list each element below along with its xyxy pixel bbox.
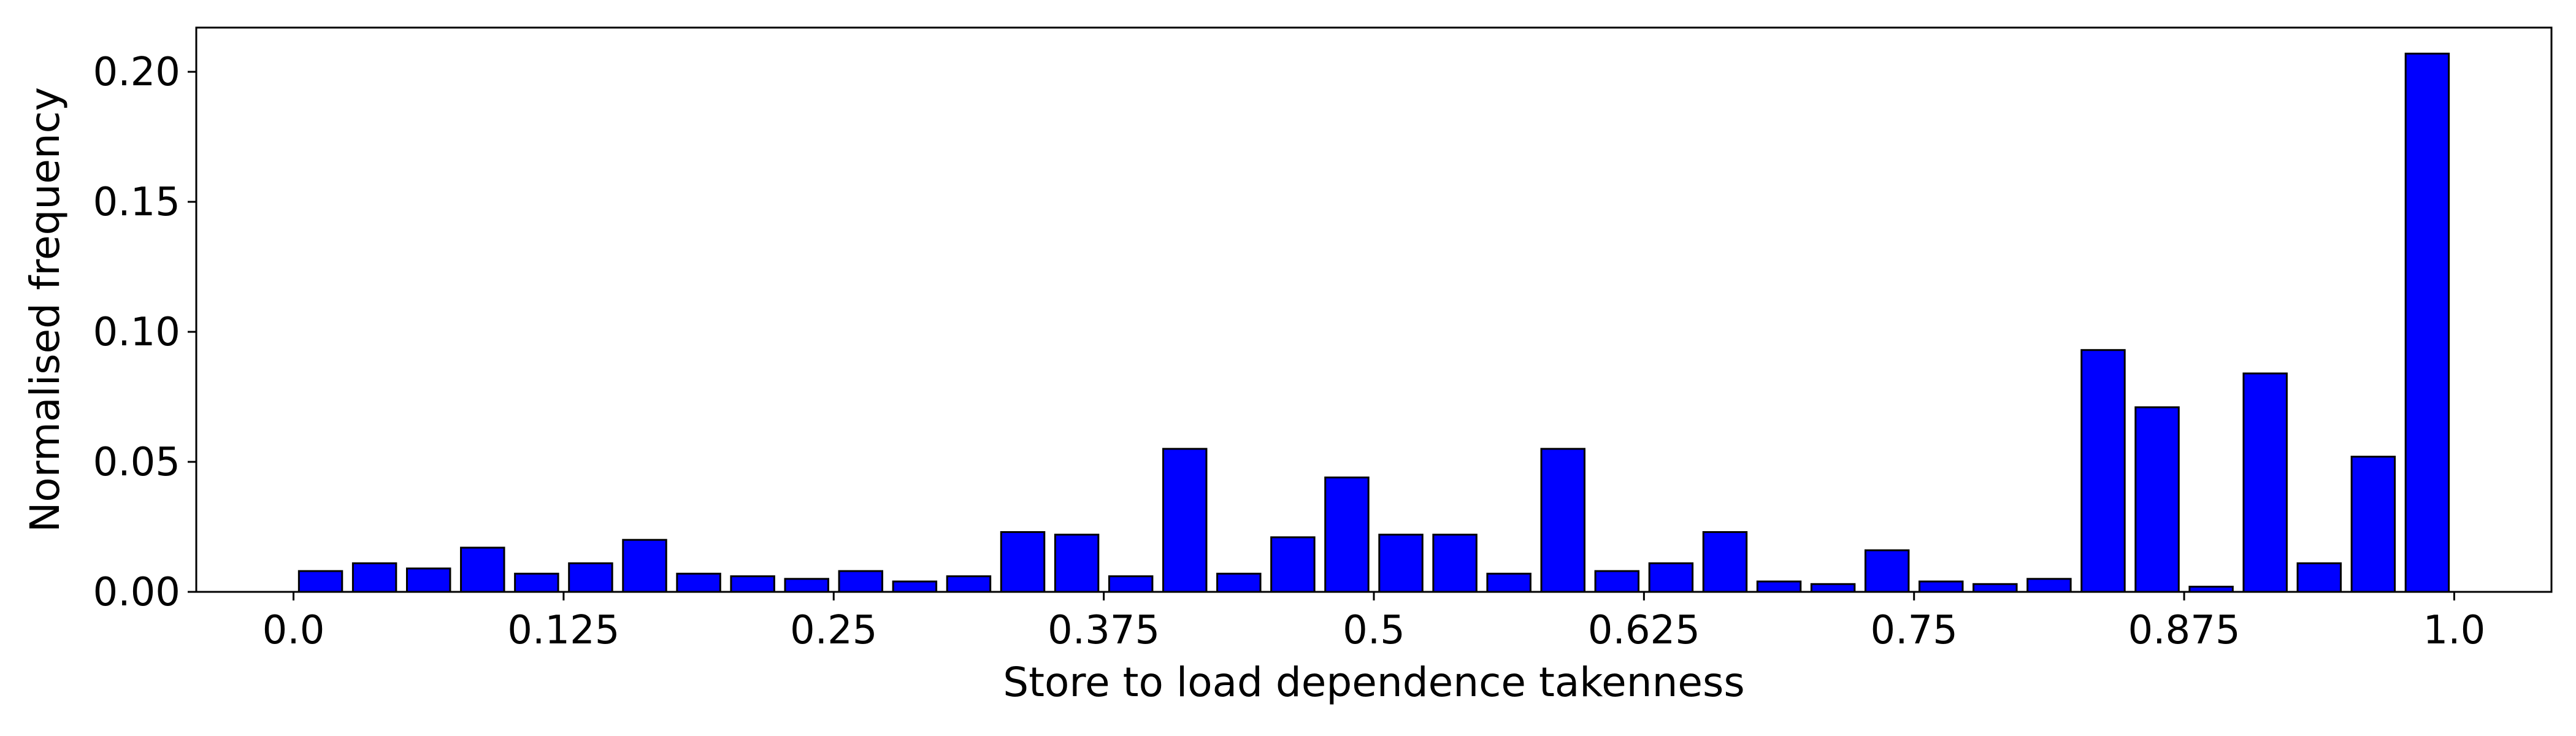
x-tick-label: 0.5 <box>1343 608 1405 653</box>
x-tick-label: 1.0 <box>2423 608 2486 653</box>
bar <box>1702 531 1748 593</box>
y-tick-label: 0.15 <box>93 180 181 225</box>
x-axis: 0.0 0.125 0.25 0.375 0.5 0.625 0.75 0.875 1.0 <box>263 592 2486 653</box>
y-tick-label: 0.10 <box>93 310 181 355</box>
bar <box>2242 372 2288 593</box>
bar <box>2080 349 2126 593</box>
x-axis-label: Store to load dependence takenness <box>1003 659 1745 706</box>
bar <box>676 572 721 593</box>
x-tick-label: 0.375 <box>1048 608 1160 653</box>
bar <box>1270 536 1316 593</box>
bar <box>1594 570 1640 593</box>
bar <box>1216 572 1262 593</box>
bar <box>514 572 559 593</box>
bar <box>1000 531 1046 593</box>
bar <box>1864 549 1910 593</box>
bar <box>297 570 343 593</box>
x-tick-label: 0.125 <box>507 608 619 653</box>
y-tick-label: 0.20 <box>93 50 181 95</box>
plot-frame <box>195 26 2553 593</box>
x-tick-label: 0.25 <box>790 608 878 653</box>
bar <box>730 575 775 593</box>
bar <box>1540 448 1585 593</box>
x-tick-label: 0.625 <box>1588 608 1700 653</box>
bar <box>2296 562 2342 593</box>
bar <box>1378 534 1424 593</box>
bar <box>1054 534 1100 593</box>
bar <box>568 562 613 593</box>
bar <box>2404 52 2450 593</box>
bar <box>1162 448 1208 593</box>
bar <box>946 575 992 593</box>
bars-group <box>297 52 2450 593</box>
bar <box>1756 580 1802 593</box>
bar <box>351 562 397 593</box>
bar <box>2026 578 2072 593</box>
bar <box>1810 583 1856 593</box>
bar <box>1919 580 1964 593</box>
bar <box>1972 583 2018 593</box>
x-tick-label: 0.0 <box>263 608 325 653</box>
y-tick-label: 0.05 <box>93 440 181 485</box>
bar <box>622 539 667 593</box>
y-axis-label: Normalised frequency <box>21 87 69 532</box>
bar <box>2134 406 2180 593</box>
bar <box>1486 572 1531 593</box>
y-axis: 0.00 0.05 0.10 0.15 0.20 <box>93 50 196 615</box>
bar <box>1648 562 1694 593</box>
y-tick-label: 0.00 <box>93 570 181 615</box>
bar <box>1324 476 1370 593</box>
bar <box>1108 575 1154 593</box>
bar <box>892 580 938 593</box>
bar <box>1432 534 1478 593</box>
bar <box>405 567 451 593</box>
bar <box>460 546 505 593</box>
bar <box>838 570 884 593</box>
x-tick-label: 0.875 <box>2128 608 2240 653</box>
bar <box>2350 456 2396 593</box>
x-tick-label: 0.75 <box>1870 608 1958 653</box>
bar <box>784 578 829 593</box>
